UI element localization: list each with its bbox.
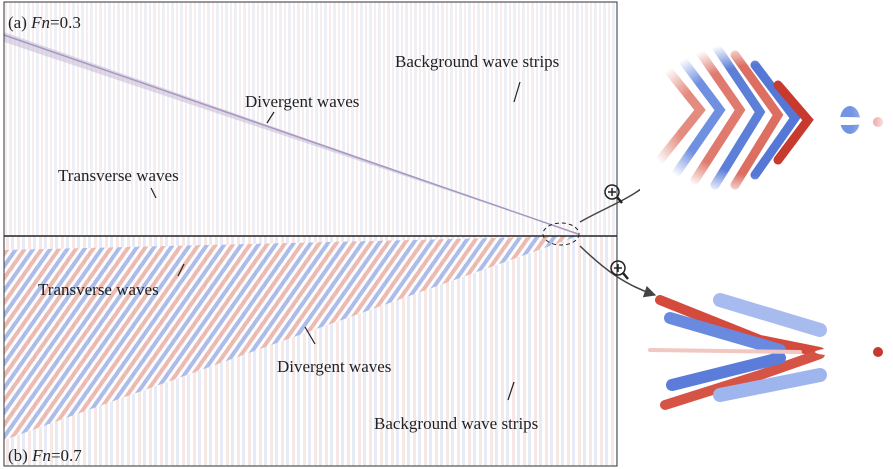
panel-a-label: (a) Fn=0.3 [8, 13, 81, 32]
annotation: Transverse waves [38, 280, 159, 299]
zoom-image-a [640, 40, 890, 200]
annotation: Divergent waves [245, 92, 359, 111]
panel-b-label: (b) Fn=0.7 [8, 446, 82, 465]
panel-a [4, 2, 617, 236]
zoom-image-b [650, 300, 883, 405]
annotation: Transverse waves [58, 166, 179, 185]
figure: (a) Fn=0.3 Background wave strips Diverg… [0, 0, 893, 469]
annotation: Background wave strips [374, 414, 538, 433]
annotation: Background wave strips [395, 52, 559, 71]
panel-a-field [4, 2, 617, 236]
annotation: Divergent waves [277, 357, 391, 376]
